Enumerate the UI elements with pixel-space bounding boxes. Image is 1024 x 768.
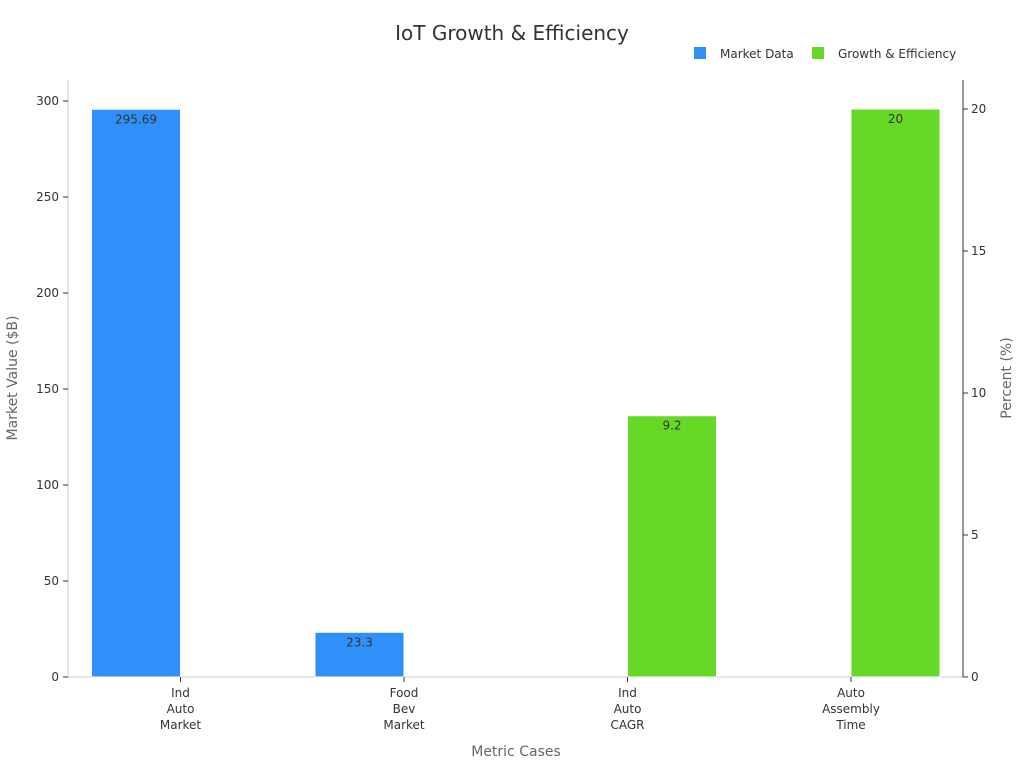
bar-market-data	[91, 108, 181, 678]
x-tick-label: Ind Auto CAGR	[610, 686, 644, 732]
y2-tick-label: 10	[971, 386, 986, 400]
y2-axis-title: Percent (%)	[999, 337, 1015, 418]
y2-tick-label: 0	[971, 670, 979, 684]
y-tick-label: 50	[44, 574, 59, 588]
y-tick-label: 250	[36, 190, 59, 204]
y-tick-label: 300	[36, 94, 59, 108]
data-label: 295.69	[115, 112, 157, 126]
y2-tick-label: 5	[971, 528, 979, 542]
bars	[91, 108, 941, 678]
y-tick-label: 100	[36, 478, 59, 492]
x-tick-label: Auto Assembly Time	[822, 686, 880, 732]
data-label: 20	[888, 112, 903, 126]
y-axis-title: Market Value ($B)	[5, 316, 21, 441]
bar-growth-efficiency	[850, 108, 941, 678]
x-tick-label: Food Bev Market	[383, 686, 425, 732]
y2-axis-ticks: 0 5 10 15 20	[963, 102, 986, 684]
y-tick-label: 0	[51, 670, 59, 684]
x-tick-label: Ind Auto Market	[160, 686, 202, 732]
x-axis-title: Metric Cases	[471, 744, 561, 760]
legend-label-growth-efficiency: Growth & Efficiency	[838, 47, 956, 61]
legend: Market Data Growth & Efficiency	[694, 47, 956, 61]
y2-tick-label: 20	[971, 102, 986, 116]
y2-tick-label: 15	[971, 244, 986, 258]
y-tick-label: 200	[36, 286, 59, 300]
bar-market-data	[314, 631, 405, 678]
bar-growth-efficiency	[627, 415, 717, 678]
legend-swatch-growth-efficiency	[812, 47, 824, 59]
data-labels: 295.69 23.3 9.2 20	[115, 112, 903, 649]
legend-swatch-market-data	[694, 47, 706, 59]
y-tick-label: 150	[36, 382, 59, 396]
data-label: 23.3	[346, 635, 373, 649]
data-label: 9.2	[662, 419, 681, 433]
y-axis-ticks: 0 50 100 150 200 250 300	[36, 94, 68, 684]
x-axis-labels: Ind Auto Market Food Bev Market Ind Auto CAGR Aut…	[160, 677, 880, 732]
chart-title: IoT Growth & Efficiency	[395, 21, 629, 45]
legend-label-market-data: Market Data	[720, 47, 794, 61]
